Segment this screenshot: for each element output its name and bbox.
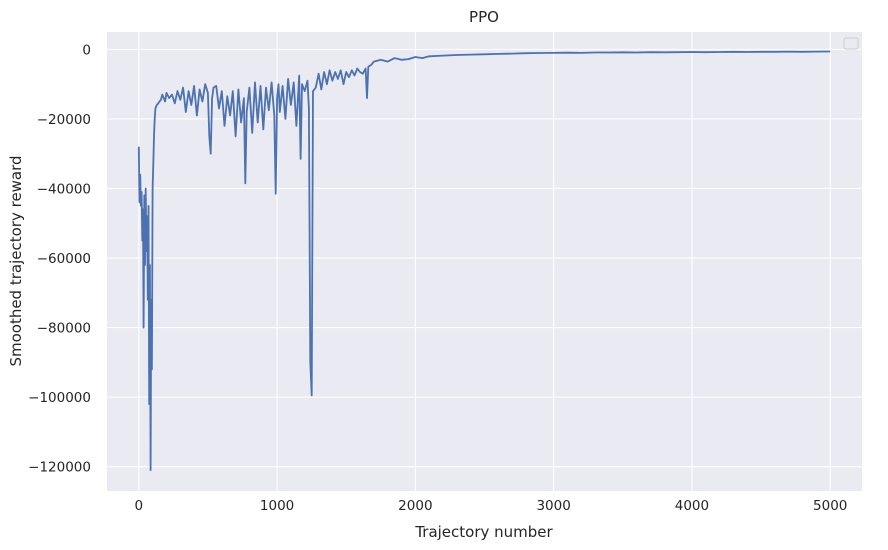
plot-background [107,32,862,491]
legend-box [843,37,859,50]
y-tick-label: −100000 [28,390,91,406]
x-tick-label: 2000 [398,498,432,514]
grid-lines [107,32,862,491]
x-tick-label: 5000 [813,498,847,514]
x-axis-label: Trajectory number [414,523,553,541]
chart-title: PPO [469,8,499,26]
y-axis-label: Smoothed trajectory reward [7,155,25,366]
y-tick-label: −40000 [37,181,91,197]
series-line [137,50,831,472]
x-tick-label: 0 [135,498,144,514]
y-tick-label: −60000 [37,251,91,267]
x-tick-label: 1000 [260,498,294,514]
y-tick-label: −20000 [37,112,91,128]
y-tick-label: −80000 [37,321,91,337]
x-tick-label: 4000 [675,498,709,514]
x-tick-label: 3000 [536,498,570,514]
series-layer [137,50,831,472]
y-tick-label: −120000 [28,460,91,476]
y-tick-labels: 0 −20000 −40000 −60000 −80000 −100000 −120000 [28,42,91,475]
x-tick-labels: 0 1000 2000 3000 4000 5000 [135,498,848,514]
y-tick-label: 0 [82,42,91,58]
